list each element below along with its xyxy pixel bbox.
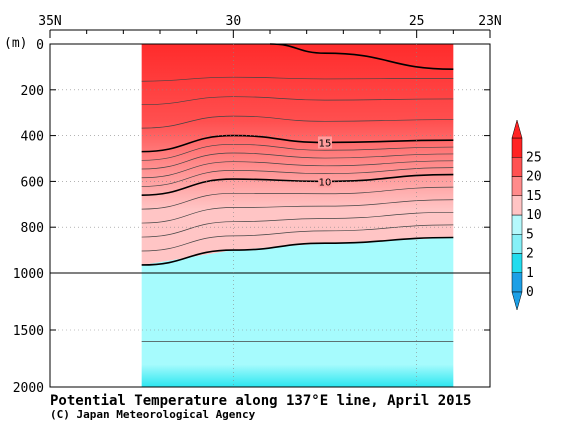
contour-label-15: 15 [319,138,332,149]
colorbar-band [511,195,523,216]
colorbar-label: 2 [526,247,534,262]
contour-line [141,115,454,129]
colorbar-band [511,176,523,196]
contour-line [141,224,454,252]
contour-fills [141,44,454,387]
colorbar-label: 0 [526,285,534,300]
plot-frame [49,43,491,388]
colorbar-band [511,253,523,273]
x-tick-label: 23N [478,14,501,29]
contour-label-bg [318,175,332,188]
colorbar-band [511,272,523,293]
x-axis: 35N 30 25 23N [38,14,502,38]
colorbar-label: 5 [526,227,534,242]
contour-line [141,143,454,161]
contour-label-bg [318,136,332,149]
contour-line [141,152,454,170]
warm-water-region [141,44,454,265]
contour-line [141,96,454,106]
y-tick-label: 400 [21,130,44,145]
colorbar-bottom-arrow [511,291,523,311]
contour-line [141,211,454,238]
y-tick-label: 0 [36,38,44,53]
chart-credit: (C) Japan Meteorological Agency [50,408,256,421]
colorbar-band [511,214,523,235]
colorbar-label: 1 [526,266,534,281]
contour-line [141,160,454,179]
colorbar-band [511,137,523,158]
y-tick-label: 2000 [13,381,44,396]
contour-line [141,199,454,224]
isotherm-10 [141,173,454,196]
colorbar-label: 20 [526,170,542,185]
y-axis: 0 200 400 600 800 1000 1500 2000 [13,38,490,396]
isotherm-5 [141,236,454,266]
contour-label-10: 10 [319,177,332,188]
contour-line [141,76,454,82]
y-tick-label: 600 [21,175,44,190]
y-tick-label: 1000 [13,267,44,282]
colorbar-label: 10 [526,208,542,223]
contour-line [141,186,454,210]
colorbar-band [511,234,523,254]
y-tick-label: 1500 [13,324,44,339]
isotherm-15 [141,134,454,153]
chart-title: Potential Temperature along 137°E line, … [50,393,471,409]
isotherm-25 [269,43,454,70]
x-tick-label: 35N [38,14,61,29]
colorbar-top-arrow [511,119,523,139]
y-tick-label: 200 [21,84,44,99]
colorbar-label: 25 [526,150,542,165]
plot-border [49,43,491,388]
colorbar-band [511,157,523,177]
x-tick-label: 25 [409,14,425,29]
y-axis-unit: (m) [4,36,27,51]
x-tick-label: 30 [226,14,242,29]
cool-water-region [141,237,454,387]
y-tick-label: 800 [21,221,44,236]
colorbar-label: 15 [526,189,542,204]
contour-line [141,167,454,187]
